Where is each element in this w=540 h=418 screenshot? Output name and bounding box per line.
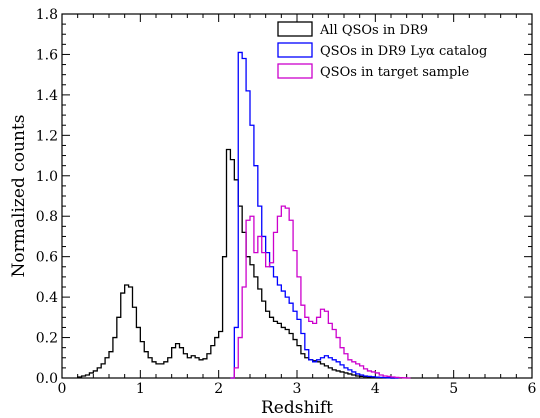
- legend-entry: QSOs in target sample: [320, 65, 469, 80]
- data-series: [77, 51, 411, 379]
- y-tick-label: 0.2: [36, 331, 58, 347]
- x-tick-label: 2: [214, 381, 223, 397]
- y-axis-label: Normalized counts: [9, 115, 29, 278]
- y-tick-label: 0.0: [36, 371, 58, 387]
- x-tick-label: 4: [371, 381, 380, 397]
- x-tick-label: 1: [136, 381, 145, 397]
- x-axis-label: Redshift: [261, 398, 333, 418]
- histogram-series-1: [77, 148, 395, 379]
- legend-swatch: [277, 21, 313, 37]
- y-tick-label: 1.6: [36, 47, 58, 63]
- x-tick-label: 6: [528, 381, 537, 397]
- histogram-series-3: [230, 205, 411, 379]
- y-tick-label: 0.6: [36, 250, 58, 266]
- y-tick-label: 1.8: [36, 7, 58, 23]
- x-tick-label: 3: [293, 381, 302, 397]
- y-tick-label: 1.2: [36, 128, 58, 144]
- legend-entry: QSOs in DR9 Lyα catalog: [320, 44, 487, 59]
- legend-swatch: [277, 42, 313, 58]
- x-tick-label: 0: [58, 381, 67, 397]
- y-tick-label: 1.4: [36, 88, 58, 104]
- legend-swatch: [277, 63, 313, 79]
- axis-tick-labels: 0 1 2 3 4 5 6 0.0 0.2 0.4 0.6 0.8 1.0 1.2 1.4 1.6 1.8: [36, 7, 537, 397]
- y-tick-label: 1.0: [36, 169, 58, 185]
- legend: All QSOs in DR9 QSOs in DR9 Lyα catalog QS…: [277, 21, 487, 80]
- y-tick-label: 0.4: [36, 290, 58, 306]
- legend-entry: All QSOs in DR9: [319, 23, 428, 38]
- axis-ticks: [61, 13, 533, 379]
- y-tick-label: 0.8: [36, 209, 58, 225]
- x-tick-label: 5: [449, 381, 458, 397]
- histogram-series-2: [230, 51, 399, 379]
